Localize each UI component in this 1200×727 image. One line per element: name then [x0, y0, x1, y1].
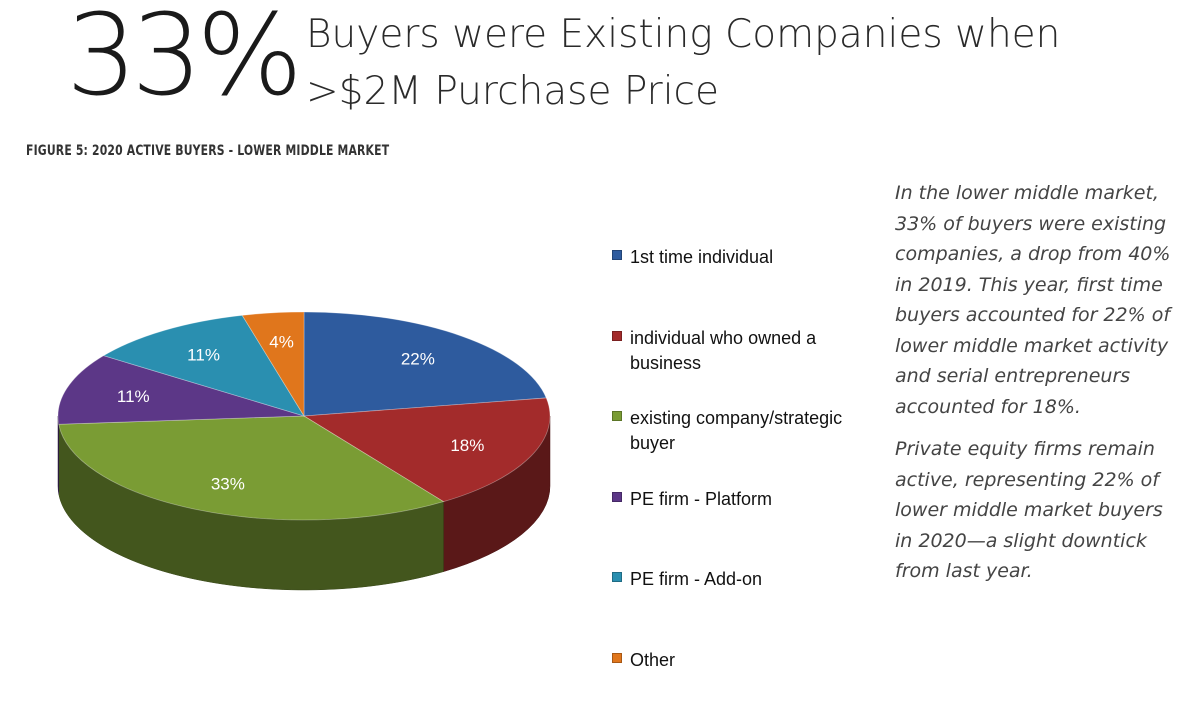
legend-swatch	[612, 330, 622, 341]
legend-label-line: individual who owned a	[630, 327, 817, 348]
pie-side-3	[57, 415, 60, 495]
legend-swatch	[612, 411, 622, 421]
pie-label-0: 22%	[401, 350, 435, 369]
legend-label-line: existing company/strategic	[630, 408, 843, 428]
figure-caption: FIGURE 5: 2020 ACTIVE BUYERS - LOWER MID…	[26, 143, 390, 159]
pie-label-5: 4%	[269, 333, 294, 352]
pie-top-slices	[57, 311, 551, 521]
commentary-paragraph-2: Private equity firms remain active, repr…	[895, 438, 1163, 582]
pie-label-2: 33%	[211, 475, 245, 494]
legend-label: Other	[630, 648, 675, 673]
pie-slice-0	[303, 311, 547, 417]
pie-label-3: 11%	[117, 387, 150, 406]
legend-swatch	[612, 572, 622, 582]
legend-swatch	[612, 652, 622, 663]
headline-line-2: >$2M Purchase Price	[306, 69, 719, 114]
pie-label-4: 11%	[187, 345, 220, 364]
pie-slice-1	[302, 397, 551, 503]
legend-label-line: buyer	[630, 433, 676, 453]
legend-label-line: 1st time individual	[630, 247, 774, 267]
legend-label: existing company/strategic buyer	[630, 406, 842, 456]
pie-slice-4	[102, 314, 305, 417]
legend-label-line: PE firm - Add-on	[630, 569, 763, 589]
pie-label-1: 18%	[450, 436, 484, 455]
legend-swatch	[612, 250, 622, 260]
pie-chart: 22% 18% 33% 11% 11% 4%	[57, 311, 551, 591]
legend-label-line: business	[630, 352, 702, 373]
pie-slice-2	[58, 415, 445, 521]
legend-label: individual who owned a business	[630, 326, 816, 376]
legend-label-line: Other	[630, 649, 676, 670]
legend-label: PE firm - Platform	[630, 487, 772, 512]
pie-slice-3	[57, 355, 305, 425]
legend-label: 1st time individual	[630, 245, 773, 270]
legend-swatch	[612, 491, 622, 502]
headline: Buyers were Existing Companies when >$2M…	[306, 6, 1060, 120]
pie-slice-5	[241, 311, 305, 418]
commentary-paragraph-1: In the lower middle market, 33% of buyer…	[895, 182, 1171, 418]
headline-stat: 33%	[66, 0, 303, 121]
legend-label-line: PE firm - Platform	[630, 488, 773, 509]
headline-line-1: Buyers were Existing Companies when	[306, 12, 1061, 57]
commentary: In the lower middle market, 33% of buyer…	[895, 178, 1185, 599]
pie-data-labels: 22% 18% 33% 11% 11% 4%	[117, 333, 484, 494]
legend-label: PE firm - Add-on	[630, 567, 762, 592]
